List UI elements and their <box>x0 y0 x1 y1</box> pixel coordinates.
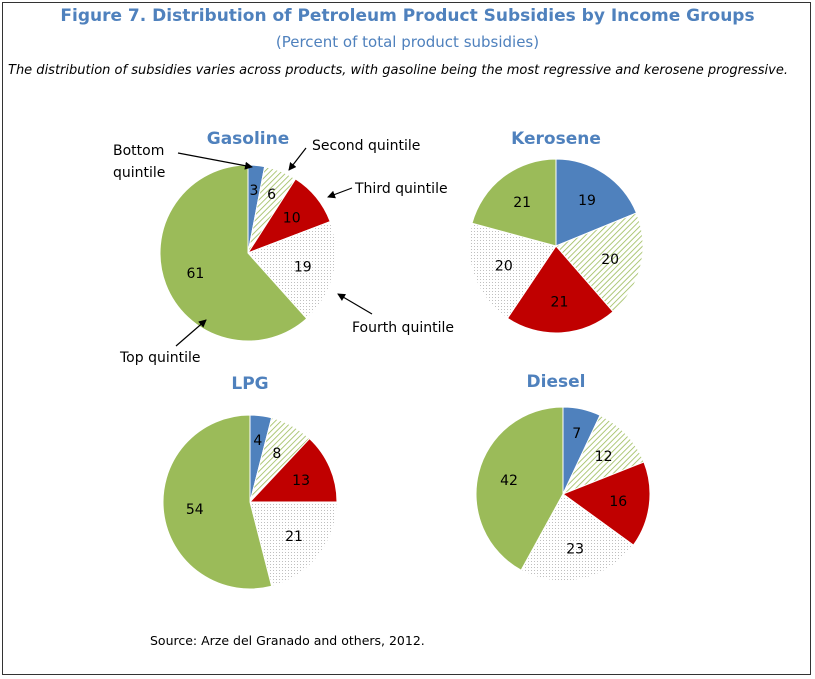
chart-title-gasoline: Gasoline <box>207 129 290 149</box>
diesel-label-4: 23 <box>566 541 584 557</box>
chart-title-diesel: Diesel <box>527 372 586 392</box>
annotation-fourth: Fourth quintile <box>352 320 454 336</box>
annotation-top: Top quintile <box>119 350 200 366</box>
gasoline-label-5: 61 <box>186 266 204 282</box>
lpg-label-2: 8 <box>272 446 281 462</box>
chart-title-lpg: LPG <box>231 374 268 394</box>
kerosene-label-3: 21 <box>551 295 569 311</box>
gasoline-label-2: 6 <box>267 187 276 203</box>
lpg-label-1: 4 <box>253 433 262 449</box>
kerosene-label-4: 20 <box>495 258 513 274</box>
arrow-second <box>289 148 306 170</box>
gasoline-label-4: 19 <box>294 259 312 275</box>
diesel-label-3: 16 <box>609 494 627 510</box>
annotation-bottom-line2: quintile <box>113 165 165 181</box>
diesel-label-2: 12 <box>595 449 613 465</box>
kerosene-label-5: 21 <box>513 195 531 211</box>
lpg-label-4: 21 <box>285 529 303 545</box>
lpg-label-5: 54 <box>186 502 204 518</box>
pie-charts: Gasoline Kerosene LPG Diesel 3 6 10 19 61 19 2… <box>0 0 815 679</box>
annotation-second: Second quintile <box>312 138 420 154</box>
gasoline-label-1: 3 <box>250 183 259 199</box>
kerosene-label-2: 20 <box>601 252 619 268</box>
kerosene-label-1: 19 <box>578 193 596 209</box>
arrow-bottom <box>178 153 252 167</box>
source-note: Source: Arze del Granado and others, 201… <box>150 633 425 648</box>
diesel-label-5: 42 <box>500 473 518 489</box>
arrow-third <box>328 188 352 197</box>
gasoline-label-3: 10 <box>283 210 301 226</box>
arrow-fourth <box>338 294 372 314</box>
diesel-label-1: 7 <box>572 426 581 442</box>
chart-title-kerosene: Kerosene <box>511 129 601 149</box>
lpg-label-3: 13 <box>292 473 310 489</box>
arrow-top <box>176 320 206 346</box>
annotation-bottom-line1: Bottom <box>113 143 164 159</box>
annotation-third: Third quintile <box>354 181 448 197</box>
